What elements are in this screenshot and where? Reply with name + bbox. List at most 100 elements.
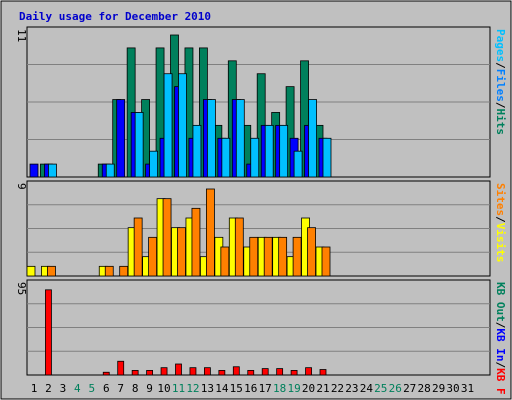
x-tick-label: 9 <box>146 382 153 395</box>
bar-sites-day-10 <box>162 198 172 277</box>
chart-title: Daily usage for December 2010 <box>19 10 211 23</box>
legend-item: KB Out <box>494 282 507 322</box>
bar-sites-day-8 <box>133 217 143 277</box>
x-tick-label: 10 <box>157 382 170 395</box>
panel-3: 95 KB Out/KB In/KB F <box>15 279 507 395</box>
bar-files-day-7 <box>116 99 126 178</box>
bar-sites-day-2 <box>47 265 56 277</box>
bar-kb-f-day-14 <box>218 370 226 376</box>
x-tick-label: 13 <box>201 382 214 395</box>
x-tick-label: 16 <box>244 382 257 395</box>
bar-sites-day-9 <box>148 236 158 277</box>
bar-pages-day-6 <box>105 163 115 178</box>
bar-pages-day-14 <box>221 137 231 178</box>
x-tick-label: 7 <box>117 382 124 395</box>
x-tick-label: 2 <box>45 382 52 395</box>
bar-kb-f-day-8 <box>131 370 139 376</box>
x-tick-label: 18 <box>273 382 286 395</box>
legend-item: Pages <box>494 29 507 62</box>
panel-legend: KB Out/KB In/KB F <box>494 282 507 395</box>
x-tick-label: 15 <box>230 382 243 395</box>
bar-pages-day-2 <box>48 163 57 178</box>
bar-kb-f-day-13 <box>203 367 211 376</box>
bar-pages-day-20 <box>308 99 317 178</box>
bar-sites-day-11 <box>177 227 186 277</box>
bar-kb-f-day-9 <box>146 370 154 376</box>
x-tick-label: 26 <box>389 382 402 395</box>
bar-pages-day-10 <box>163 73 173 178</box>
x-tick-label: 21 <box>316 382 329 395</box>
panel-max-label: 95 <box>15 282 28 295</box>
bar-kb-f-day-20 <box>305 367 312 376</box>
bar-sites-day-20 <box>307 227 316 277</box>
x-tick-label: 28 <box>418 382 431 395</box>
x-tick-label: 3 <box>60 382 67 395</box>
bar-kb-f-day-15 <box>232 366 240 376</box>
x-tick-label: 30 <box>446 382 459 395</box>
x-tick-label: 23 <box>345 382 358 395</box>
panel-1: 11 Pages/Files/Hits <box>15 26 507 178</box>
bar-pages-day-12 <box>192 124 202 178</box>
bar-kb-f-day-2 <box>45 289 52 376</box>
legend-item: Visits <box>494 223 507 263</box>
x-tick-label: 12 <box>186 382 199 395</box>
bar-sites-day-14 <box>220 246 230 277</box>
legend-item: KB In <box>494 328 507 361</box>
bar-sites-day-18 <box>278 236 288 277</box>
panel-legend: Pages/Files/Hits <box>494 29 507 135</box>
bar-pages-day-8 <box>134 112 144 178</box>
x-tick-label: 6 <box>103 382 110 395</box>
bar-sites-day-21 <box>321 246 331 277</box>
bar-files-day-1 <box>29 163 39 178</box>
bar-sites-day-6 <box>104 265 114 277</box>
x-tick-label: 14 <box>215 382 229 395</box>
bar-kb-f-day-17 <box>261 368 269 376</box>
x-tick-label: 1 <box>31 382 38 395</box>
x-tick-label: 8 <box>132 382 139 395</box>
bar-sites-day-7 <box>119 265 129 277</box>
panel-legend: Sites/Visits <box>494 183 507 263</box>
bar-kb-f-day-11 <box>175 363 182 376</box>
bar-pages-day-16 <box>250 137 260 178</box>
panel-max-label: 11 <box>15 29 28 42</box>
panel-max-label: 9 <box>15 183 28 190</box>
bar-sites-day-15 <box>234 217 244 277</box>
x-tick-label: 5 <box>88 382 95 395</box>
bar-pages-day-13 <box>206 99 216 178</box>
bar-pages-day-15 <box>235 99 245 178</box>
bar-pages-day-19 <box>293 150 303 178</box>
bar-kb-f-day-19 <box>290 370 298 376</box>
bar-sites-day-13 <box>205 188 215 277</box>
bar-kb-f-day-10 <box>160 367 168 376</box>
x-tick-label: 24 <box>360 382 374 395</box>
x-tick-label: 17 <box>259 382 272 395</box>
legend-item: KB F <box>494 368 507 395</box>
panel-2: 9 Sites/Visits <box>15 180 507 277</box>
x-tick-label: 31 <box>461 382 474 395</box>
x-tick-label: 20 <box>302 382 315 395</box>
bar-kb-f-day-16 <box>247 370 255 376</box>
x-tick-label: 22 <box>331 382 344 395</box>
bar-kb-f-day-6 <box>102 371 110 376</box>
bar-pages-day-21 <box>322 137 332 178</box>
bar-pages-day-11 <box>178 73 187 178</box>
bar-visits-day-1 <box>26 265 36 277</box>
legend-item: Sites <box>494 183 507 216</box>
bar-pages-day-17 <box>264 124 274 178</box>
x-tick-label: 19 <box>287 382 300 395</box>
bar-kb-f-day-12 <box>189 367 197 376</box>
bar-pages-day-9 <box>149 150 159 178</box>
bar-sites-day-17 <box>263 236 273 277</box>
bar-sites-day-19 <box>292 236 302 277</box>
x-tick-label: 25 <box>374 382 387 395</box>
x-tick-label: 27 <box>403 382 416 395</box>
x-tick-label: 4 <box>74 382 81 395</box>
bar-kb-f-day-21 <box>319 369 327 376</box>
x-tick-label: 11 <box>172 382 185 395</box>
bar-pages-day-18 <box>279 124 289 178</box>
bar-sites-day-12 <box>191 207 201 277</box>
legend-item: Hits <box>494 109 507 136</box>
legend-item: Files <box>494 69 507 102</box>
bar-sites-day-16 <box>249 236 259 277</box>
